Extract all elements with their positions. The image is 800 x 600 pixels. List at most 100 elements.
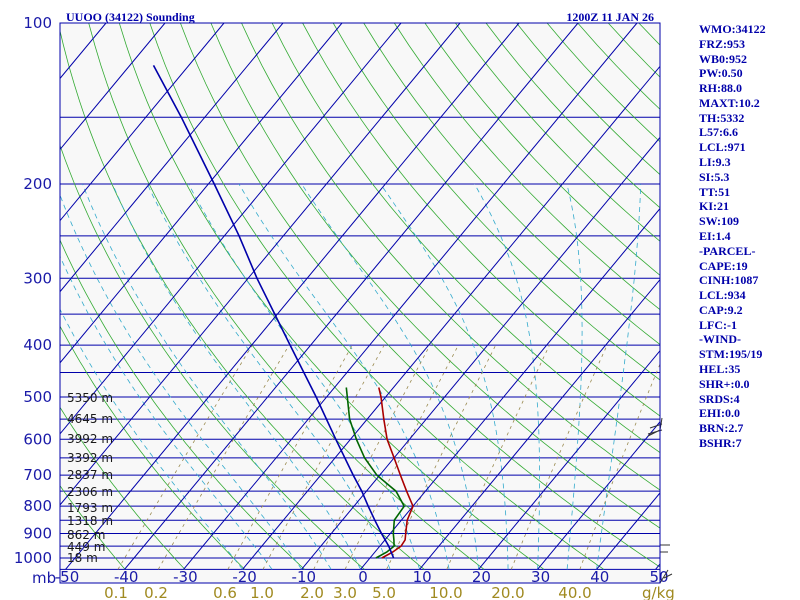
temperature-tick-label: 40 (590, 568, 609, 586)
moist-adiabat (596, 184, 642, 570)
index-value: SHR+:0.0 (699, 376, 750, 391)
index-value: WB0:952 (699, 51, 747, 66)
dry-adiabat (271, 23, 660, 454)
index-value: SI:5.3 (699, 169, 730, 184)
temperature-tick-label: 0 (358, 568, 368, 586)
mixing-ratio-line (227, 344, 353, 570)
dry-adiabat (60, 29, 425, 570)
wind-barb (659, 569, 673, 584)
mixing-ratio-line (157, 344, 290, 570)
index-value: BSHR:7 (699, 435, 742, 450)
index-value: EHI:0.0 (699, 406, 741, 421)
isotherm-line (60, 23, 402, 435)
mixing-ratio-tick-label: 3.0 (333, 584, 357, 600)
height-label: 5350 m (67, 391, 113, 405)
pressure-tick-label: 400 (23, 336, 52, 354)
mixing-ratio-tick-label: 5.0 (372, 584, 396, 600)
wind-barb (659, 538, 670, 558)
moist-adiabat (60, 255, 273, 570)
mixing-ratio-tick-label: 10.0 (429, 584, 462, 600)
pressure-tick-label: 100 (23, 14, 52, 32)
station-title: UUOO (34122) Sounding (66, 10, 195, 24)
dry-adiabat (60, 239, 305, 570)
moist-adiabat (301, 183, 479, 570)
mixing-ratio-tick-label: 1.0 (250, 584, 274, 600)
grid-lines (0, 23, 660, 570)
mixing-ratio-line (262, 344, 385, 570)
index-value: HEL:35 (699, 361, 741, 376)
dry-adiabat (60, 144, 365, 570)
dry-adiabat (149, 23, 604, 570)
isotherm-line (60, 23, 284, 293)
plot-frame (59, 22, 661, 584)
index-value: CAPE:19 (699, 258, 748, 273)
pressure-tick-label: 1000 (14, 549, 52, 567)
isotherm-line (301, 136, 660, 570)
index-value: CINH:1087 (699, 273, 759, 288)
pressure-tick-label: 600 (23, 430, 52, 448)
pressure-tick-label: 300 (23, 269, 52, 287)
index-value: LI:9.3 (699, 155, 731, 170)
isotherm-line (419, 278, 660, 570)
index-value: SRDS:4 (699, 391, 740, 406)
temperature-tick-label: -30 (173, 568, 198, 586)
pressure-tick-label: 700 (23, 466, 52, 484)
indices-panel: WMO:34122 FRZ:953 WB0:952 PW:0.50 RH:88.0 MAX… (699, 22, 799, 451)
temperature-tick-label: 50 (649, 568, 668, 586)
height-label: 3392 m (67, 451, 113, 465)
isotherm-line (0, 23, 47, 569)
pressure-tick-label: 200 (23, 175, 52, 193)
temperature-trace (378, 387, 414, 559)
isotherm-line (60, 23, 225, 222)
isotherm-line (242, 65, 660, 570)
moist-adiabat (82, 183, 332, 570)
dry-adiabat (210, 23, 660, 529)
wind-barb (647, 417, 663, 437)
parcel-trace (152, 65, 395, 559)
height-label: 1318 m (67, 514, 113, 528)
height-label: 862 m (67, 528, 105, 542)
height-label: 2837 m (67, 468, 113, 482)
index-value: -WIND- (699, 332, 741, 347)
pressure-unit-label: mb (32, 569, 56, 587)
temperature-tick-label: -10 (292, 568, 317, 586)
dry-adiabat (332, 23, 660, 381)
index-value: SW:109 (699, 214, 740, 229)
index-value: STM:195/19 (699, 347, 763, 362)
temperature-tick-label: 30 (531, 568, 550, 586)
dry-adiabat (363, 23, 660, 346)
temperature-tick-label: -40 (114, 568, 139, 586)
index-value: FRZ:953 (699, 36, 745, 51)
pressure-tick-label: 800 (23, 497, 52, 515)
sounding-traces (152, 65, 414, 559)
index-value: BRN:2.7 (699, 421, 744, 436)
index-value: KI:21 (699, 199, 729, 214)
dewpoint-trace (345, 387, 406, 559)
isotherm-line (537, 421, 660, 570)
index-value: TH:5332 (699, 110, 745, 125)
pressure-tick-label: 500 (23, 388, 52, 406)
mixing-ratio-unit-label: g/kg (642, 584, 675, 600)
mixing-ratio-tick-label: 0.1 (104, 584, 128, 600)
isotherm-line (65, 23, 520, 570)
index-value: RH:88.0 (699, 81, 742, 96)
index-value: LFC:-1 (699, 317, 737, 332)
index-value: PW:0.50 (699, 66, 743, 81)
index-value: LCL:934 (699, 288, 746, 303)
moist-adiabat (474, 183, 540, 570)
isotherm-line (360, 207, 660, 570)
dry-adiabat (393, 23, 660, 311)
height-label: 4645 m (67, 412, 113, 426)
dry-adiabat (241, 23, 660, 491)
mixing-ratio-line (117, 344, 253, 570)
index-value: WMO:34122 (699, 22, 766, 36)
height-label: 2306 m (67, 485, 113, 499)
height-label: 449 m (67, 540, 105, 554)
isotherm-line (124, 23, 579, 570)
mixing-ratio-tick-label: 0.6 (213, 584, 237, 600)
moist-adiabat (146, 183, 391, 570)
time-title: 1200Z 11 JAN 26 (566, 10, 654, 24)
index-value: L57:6.6 (699, 125, 738, 140)
